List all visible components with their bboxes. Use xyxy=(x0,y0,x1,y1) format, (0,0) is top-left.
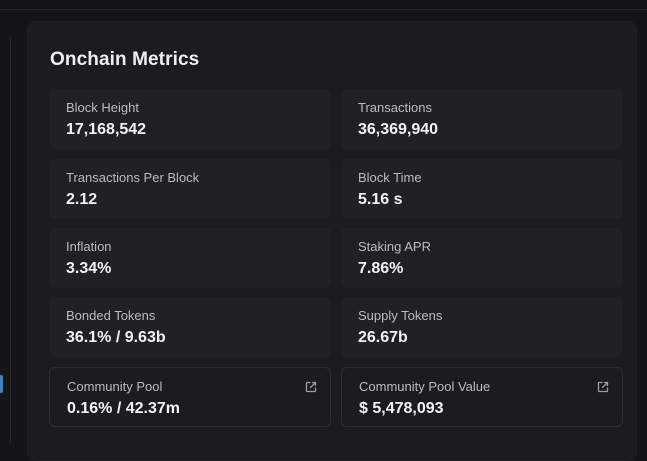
metric-label: Community Pool xyxy=(67,379,163,394)
metric-label: Block Time xyxy=(358,170,422,185)
metric-label: Staking APR xyxy=(358,239,431,254)
metric-label: Block Height xyxy=(66,100,139,115)
metric-card-transactions-per-block: Transactions Per Block 2.12 xyxy=(49,159,331,219)
metric-label: Inflation xyxy=(66,239,112,254)
metric-value: 2.12 xyxy=(66,191,98,208)
sidebar-scroll-indicator[interactable] xyxy=(0,375,3,393)
metric-value: 3.34% xyxy=(66,260,112,277)
metric-value: 36.1% / 9.63b xyxy=(66,329,166,346)
metric-value: $ 5,478,093 xyxy=(359,400,444,417)
metric-card-block-time: Block Time 5.16 s xyxy=(341,159,623,219)
metric-card-supply-tokens: Supply Tokens 26.67b xyxy=(341,297,623,357)
metric-card-inflation: Inflation 3.34% xyxy=(49,228,331,288)
metric-label: Bonded Tokens xyxy=(66,308,156,323)
metric-value: 26.67b xyxy=(358,329,408,346)
external-link-icon[interactable] xyxy=(304,380,318,394)
left-sidebar-edge xyxy=(0,38,11,445)
metric-card-staking-apr: Staking APR 7.86% xyxy=(341,228,623,288)
metric-label: Community Pool Value xyxy=(359,379,491,394)
section-title: Onchain Metrics xyxy=(50,49,200,70)
metric-value: 17,168,542 xyxy=(66,121,147,138)
metric-card-community-pool[interactable]: Community Pool 0.16% / 42.37m xyxy=(49,367,331,427)
metric-value: 5.16 s xyxy=(358,191,403,208)
metric-label: Transactions xyxy=(358,100,432,115)
top-divider xyxy=(0,9,647,10)
external-link-icon[interactable] xyxy=(596,380,610,394)
metric-value: 0.16% / 42.37m xyxy=(67,400,180,417)
metric-label: Transactions Per Block xyxy=(66,170,200,185)
metric-label: Supply Tokens xyxy=(358,308,443,323)
metric-card-community-pool-value[interactable]: Community Pool Value $ 5,478,093 xyxy=(341,367,623,427)
metric-value: 7.86% xyxy=(358,260,404,277)
metric-card-transactions: Transactions 36,369,940 xyxy=(341,89,623,149)
metric-value: 36,369,940 xyxy=(358,121,439,138)
metric-card-bonded-tokens: Bonded Tokens 36.1% / 9.63b xyxy=(49,297,331,357)
metric-card-block-height: Block Height 17,168,542 xyxy=(49,89,331,149)
